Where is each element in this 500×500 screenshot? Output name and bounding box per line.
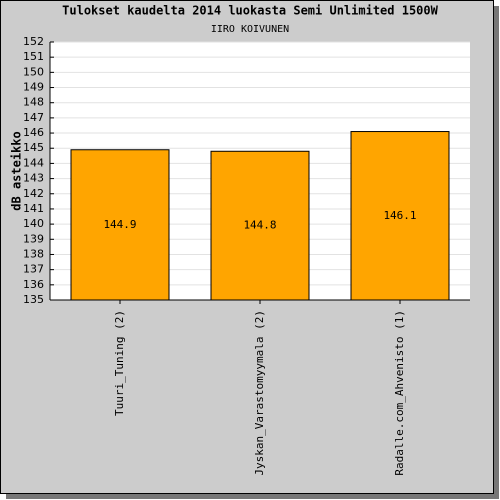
y-tick-label: 136	[23, 278, 44, 291]
x-tick-label: Jyskan_Varastomyymala (2)	[253, 310, 266, 476]
bar	[350, 131, 450, 301]
y-tick-label: 146	[23, 126, 44, 139]
y-tick-label: 151	[23, 50, 44, 63]
y-tick-label: 135	[23, 293, 44, 306]
x-tick-label: Radalle.com_Ahvenisto (1)	[393, 310, 406, 476]
bar	[70, 149, 170, 301]
y-tick-label: 140	[23, 217, 44, 230]
y-tick-label: 137	[23, 263, 44, 276]
y-tick-label: 147	[23, 111, 44, 124]
y-tick-label: 149	[23, 81, 44, 94]
y-tick-label: 150	[23, 65, 44, 78]
y-tick-label: 138	[23, 247, 44, 260]
data-label: 144.8	[243, 219, 276, 232]
y-tick-label: 142	[23, 187, 44, 200]
y-tick-label: 148	[23, 96, 44, 109]
y-tick-label: 141	[23, 202, 44, 215]
x-tick-label: Tuuri_Tuning (2)	[113, 310, 126, 416]
y-axis-label: dB asteikko	[10, 131, 24, 210]
bar	[210, 150, 310, 301]
y-tick-label: 152	[23, 35, 44, 48]
y-tick-label: 143	[23, 172, 44, 185]
chart-title: Tulokset kaudelta 2014 luokasta Semi Unl…	[62, 4, 438, 18]
y-tick-label: 144	[23, 156, 44, 169]
data-label: 144.9	[103, 218, 136, 231]
y-tick-label: 145	[23, 141, 44, 154]
y-tick-label: 139	[23, 232, 44, 245]
chart-subtitle: IIRO KOIVUNEN	[211, 24, 289, 35]
data-label: 146.1	[383, 209, 416, 222]
